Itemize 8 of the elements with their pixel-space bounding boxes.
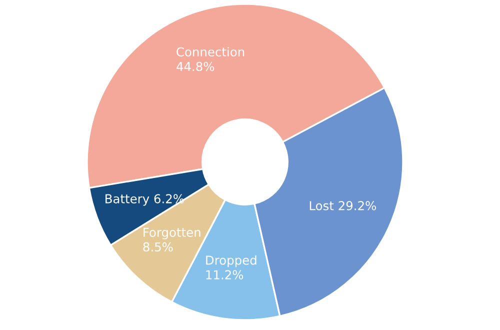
slice-label: Forgotten [144,228,200,240]
data-label: 11.2% [206,270,244,280]
slice-label: Lost 29.2% [310,201,376,210]
slice-label: Dropped [206,255,256,268]
slice-label: Connection [176,47,244,56]
data-label: 44.8% [176,62,214,72]
data-label: 8.5% [143,242,173,252]
slice-label: Battery 6.2% [106,194,184,206]
